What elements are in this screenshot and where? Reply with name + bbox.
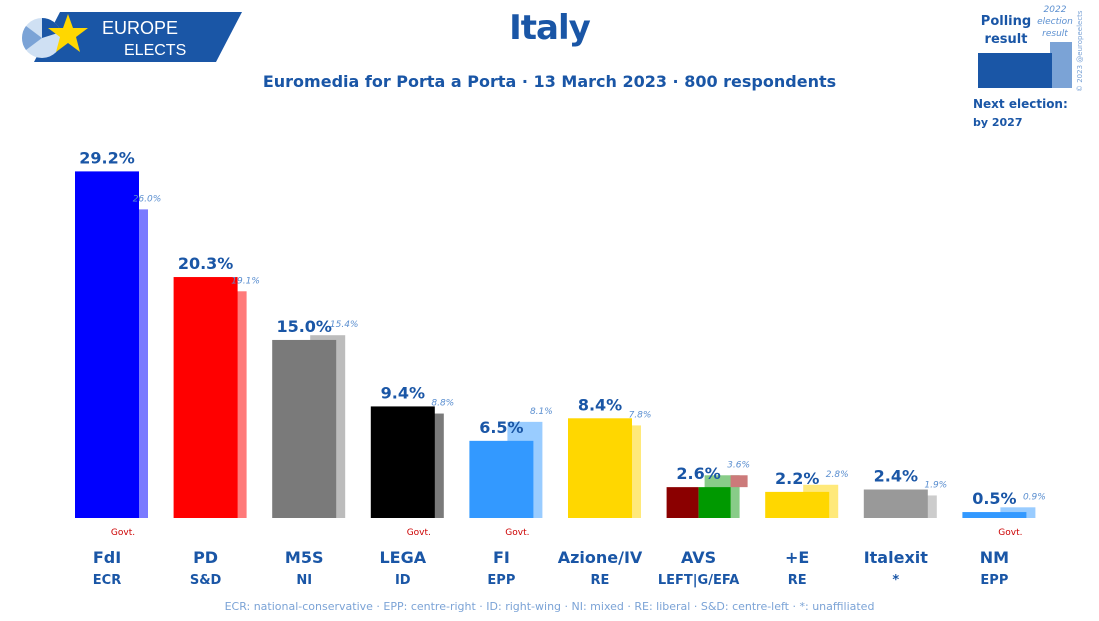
- group-label-italexit: *: [892, 573, 899, 588]
- next-election-label: Next election:: [973, 97, 1068, 111]
- legend-polling-label: Polling: [981, 14, 1031, 29]
- party-group-footnote: ECR: national-conservative · EPP: centre…: [224, 600, 875, 613]
- group-label-fi: EPP: [487, 573, 515, 588]
- legend-prev-swatch: [1050, 42, 1072, 88]
- next-election-value: by 2027: [973, 116, 1023, 129]
- category-label-fi: FI: [493, 548, 510, 567]
- category-label-azione-iv: Azione/IV: [558, 548, 643, 567]
- logo-text-elects: ELECTS: [124, 42, 186, 59]
- logo-text-europe: EUROPE: [102, 18, 178, 38]
- value-label-italexit: 2.4%: [874, 467, 918, 486]
- bar-m5s: [272, 339, 337, 518]
- prev-value-label-azione-iv: 7.8%: [629, 410, 652, 420]
- legend-polling-swatch: [978, 53, 1052, 88]
- govt-tag-lega: Govt.: [407, 528, 431, 538]
- bar-azione-iv: [568, 418, 632, 518]
- bar-avs-part-1: [666, 487, 699, 518]
- group-label-lega: ID: [395, 573, 411, 588]
- value-label-lega: 9.4%: [381, 383, 425, 402]
- value-label-m5s: 15.0%: [276, 317, 332, 336]
- bar-nm: [962, 512, 1027, 518]
- chart-subtitle: Euromedia for Porta a Porta · 13 March 2…: [262, 72, 837, 91]
- group-label-pd: S&D: [190, 573, 222, 588]
- bar-chart: 29.2% 26.0% Govt. FdI ECR 20.3% 19.1% PD S&D 15.0…: [75, 148, 1046, 588]
- category-label-nm: NM: [980, 548, 1009, 567]
- value-label-avs: 2.6%: [676, 464, 720, 483]
- category-label-italexit: Italexit: [864, 548, 929, 567]
- value-label-fdi: 29.2%: [79, 148, 135, 167]
- govt-tag-fdi: Govt.: [111, 528, 135, 538]
- prev-bar-avs-top: [730, 475, 748, 488]
- prev-value-label-italexit: 1.9%: [924, 480, 947, 490]
- value-label-nm: 0.5%: [972, 489, 1016, 508]
- bar-italexit: [863, 489, 928, 518]
- value-label-fi: 6.5%: [479, 418, 523, 437]
- group-label-avs: LEFT|G/EFA: [658, 573, 739, 588]
- value-label-azione-iv: 8.4%: [578, 395, 622, 414]
- copyright-text: © 2023 @europeelects: [1076, 10, 1084, 92]
- bar-fi: [469, 440, 534, 518]
- category-label-lega: LEGA: [379, 548, 426, 567]
- prev-value-label-fi: 8.1%: [530, 407, 553, 417]
- category-label-pd: PD: [193, 548, 218, 567]
- prev-value-label-avs: 3.6%: [727, 460, 750, 470]
- legend-prev-election: election: [1037, 17, 1073, 27]
- europe-elects-logo: EUROPE ELECTS: [20, 12, 242, 62]
- category-label-m5s: M5S: [285, 548, 324, 567]
- bar-pd: [173, 277, 238, 518]
- group-label--e: RE: [788, 573, 807, 588]
- category-label-avs: AVS: [681, 548, 716, 567]
- bar--e: [765, 491, 830, 518]
- prev-value-label-fdi: 26.0%: [133, 194, 162, 204]
- prev-value-label-m5s: 15.4%: [330, 320, 359, 330]
- value-label-pd: 20.3%: [178, 254, 234, 273]
- legend-prev-result: result: [1042, 29, 1068, 39]
- chart-title: Italy: [509, 8, 591, 48]
- bar-lega: [370, 406, 435, 518]
- category-label-fdi: FdI: [93, 548, 121, 567]
- value-label--e: 2.2%: [775, 469, 819, 488]
- legend-result-label: result: [985, 32, 1028, 47]
- category-label--e: +E: [785, 548, 809, 567]
- prev-value-label-pd: 19.1%: [231, 276, 260, 286]
- group-label-m5s: NI: [296, 573, 312, 588]
- prev-value-label-lega: 8.8%: [431, 399, 454, 409]
- legend: Polling result 2022 election result Next…: [970, 0, 1099, 135]
- group-label-azione-iv: RE: [591, 573, 610, 588]
- prev-value-label-nm: 0.9%: [1023, 492, 1046, 502]
- bar-avs-part-2: [698, 487, 731, 518]
- group-label-fdi: ECR: [93, 573, 121, 588]
- govt-tag-nm: Govt.: [998, 528, 1022, 538]
- govt-tag-fi: Govt.: [505, 528, 529, 538]
- group-label-nm: EPP: [980, 573, 1008, 588]
- bar-fdi: [75, 171, 139, 518]
- legend-prev-year: 2022: [1044, 5, 1067, 15]
- prev-value-label--e: 2.8%: [826, 470, 849, 480]
